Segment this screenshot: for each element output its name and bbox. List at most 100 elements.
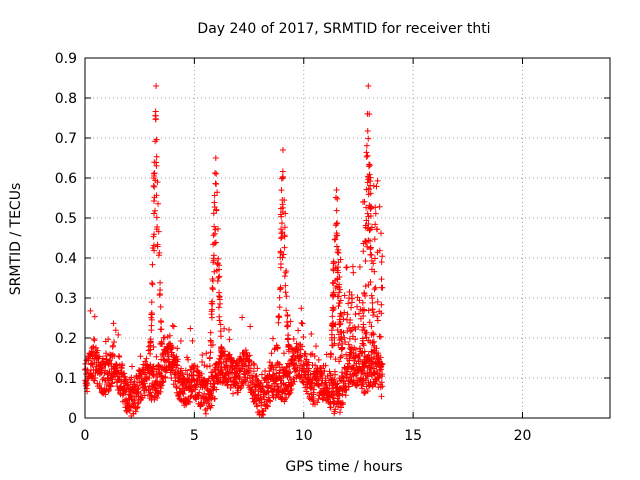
data-point [310, 397, 317, 404]
data-point [332, 371, 339, 378]
data-point [272, 364, 279, 371]
data-point [373, 369, 380, 376]
data-point [173, 384, 180, 391]
data-point [344, 311, 351, 318]
data-point [377, 354, 384, 361]
data-point [306, 365, 312, 372]
data-point [361, 327, 368, 334]
data-point [336, 409, 343, 416]
data-point [269, 335, 276, 342]
y-tick-label: 0.9 [55, 51, 77, 67]
data-point [298, 319, 305, 326]
data-point [147, 389, 154, 396]
data-point [237, 385, 244, 392]
data-point [181, 387, 188, 394]
data-point [359, 335, 366, 342]
data-point [212, 155, 219, 161]
data-point [203, 363, 210, 370]
data-point [239, 314, 246, 321]
data-point [369, 306, 376, 313]
data-point [217, 321, 224, 328]
data-point [372, 204, 379, 211]
data-point [147, 350, 154, 357]
data-point [346, 324, 353, 331]
data-point [376, 247, 383, 254]
data-point [237, 373, 244, 380]
data-point [215, 293, 222, 300]
data-point [211, 203, 218, 210]
data-point [218, 356, 225, 363]
data-point [210, 259, 217, 266]
data-point [374, 313, 381, 320]
data-point [215, 274, 222, 281]
data-point [139, 394, 146, 401]
data-point [207, 329, 214, 336]
data-point [254, 402, 261, 409]
data-point [260, 411, 267, 418]
data-point [148, 327, 155, 334]
data-point [342, 339, 349, 346]
data-point [297, 352, 304, 359]
data-point [345, 383, 352, 390]
data-point [157, 279, 164, 286]
data-point [335, 259, 342, 266]
data-point [154, 394, 161, 401]
data-point [366, 161, 373, 168]
data-point [214, 225, 221, 232]
data-point [356, 310, 363, 317]
data-point [365, 352, 372, 359]
data-point [154, 241, 161, 248]
data-point [113, 361, 120, 368]
data-point [266, 359, 273, 366]
data-point [211, 223, 218, 230]
data-point [150, 210, 157, 217]
data-point [150, 343, 157, 350]
data-point [374, 177, 381, 184]
data-point [150, 197, 157, 204]
data-point [335, 246, 342, 253]
data-point [375, 374, 382, 381]
data-point [378, 276, 385, 283]
data-point [225, 371, 232, 378]
data-point [129, 363, 136, 370]
data-point [330, 306, 337, 313]
data-point [150, 182, 157, 189]
y-tick-label: 0.7 [55, 131, 77, 147]
data-point [307, 385, 314, 392]
data-point [173, 353, 180, 360]
data-point [334, 380, 341, 387]
data-point [173, 383, 179, 390]
data-point [218, 348, 225, 355]
data-point [332, 194, 339, 201]
data-point [367, 213, 374, 220]
data-point [351, 324, 358, 331]
data-point [373, 345, 380, 352]
data-point [327, 350, 334, 357]
data-point [333, 230, 340, 237]
data-point [332, 222, 339, 229]
data-point [278, 220, 285, 227]
data-point [111, 338, 118, 345]
data-point [258, 371, 265, 378]
data-point [233, 379, 240, 386]
data-point [259, 384, 266, 391]
data-point [367, 244, 374, 251]
data-point [180, 391, 187, 398]
data-point [281, 244, 288, 251]
data-point [157, 318, 164, 325]
data-point [157, 326, 164, 333]
data-point [302, 350, 309, 357]
data-point [150, 363, 157, 370]
data-point [107, 383, 114, 390]
data-point [373, 183, 380, 190]
data-point [267, 398, 274, 405]
data-point [226, 326, 233, 333]
data-point [363, 153, 370, 160]
data-point [372, 284, 379, 291]
data-point [105, 387, 112, 394]
data-point [378, 284, 385, 291]
data-point [179, 371, 186, 378]
data-point [297, 346, 304, 353]
data-point [279, 168, 286, 175]
data-point [153, 83, 160, 89]
